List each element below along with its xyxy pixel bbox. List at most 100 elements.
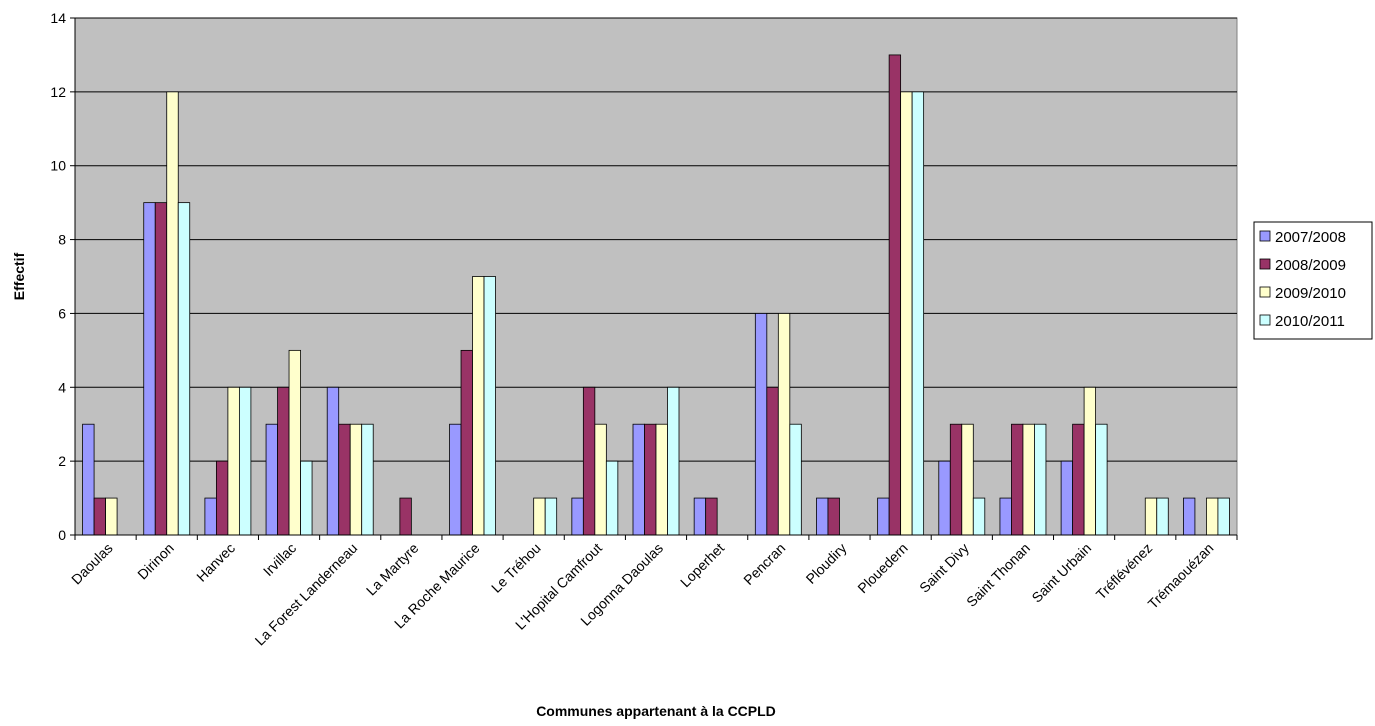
- bar-3: [349, 423, 363, 536]
- bar-4: [300, 460, 313, 536]
- bar-1: [1183, 497, 1196, 536]
- bar-4: [361, 423, 374, 536]
- x-axis-title: Communes appartenant à la CCPLD: [536, 703, 776, 719]
- y-tick-label: 4: [58, 379, 66, 395]
- legend-label: 2008/2009: [1275, 257, 1346, 274]
- bar-1: [143, 202, 156, 536]
- x-category-label: Saint Urbain: [1028, 540, 1094, 606]
- y-tick-label: 12: [50, 84, 66, 100]
- bar-2: [582, 386, 596, 536]
- legend-swatch: [1259, 286, 1271, 298]
- x-category-label: Saint Divy: [916, 540, 972, 596]
- bar-4: [667, 386, 680, 536]
- bar-4: [1156, 497, 1169, 536]
- y-tick-label: 14: [50, 10, 66, 26]
- bar-1: [204, 497, 217, 536]
- bar-2: [827, 497, 840, 536]
- x-category-label: Hanvec: [193, 540, 238, 585]
- bar-2: [644, 423, 657, 536]
- bar-4: [972, 497, 986, 536]
- bar-1: [632, 423, 645, 536]
- bar-3: [655, 423, 668, 536]
- x-category-label: Le Tréhou: [488, 540, 544, 596]
- bar-4: [789, 423, 802, 536]
- legend-swatch: [1259, 230, 1271, 242]
- legend-label: 2010/2011: [1275, 313, 1345, 330]
- bar-4: [483, 276, 496, 536]
- bar-1: [571, 497, 584, 536]
- axes: [70, 17, 1238, 540]
- bar-1: [265, 423, 278, 536]
- bar-4: [605, 460, 619, 536]
- bar-2: [215, 460, 229, 536]
- y-tick-label: 8: [58, 232, 66, 248]
- bar-2: [277, 386, 290, 536]
- legend-label: 2009/2010: [1275, 285, 1346, 302]
- bar-2: [1072, 423, 1085, 536]
- bar-4: [238, 386, 252, 536]
- bar-2: [1011, 423, 1024, 536]
- bar-4: [177, 202, 191, 536]
- x-category-label: Tréflévénez: [1093, 540, 1156, 603]
- y-tick-label: 2: [58, 453, 66, 469]
- x-category-label: La Forest Landerneau: [252, 540, 361, 649]
- bar-2: [93, 497, 106, 536]
- x-category-label: Irvillac: [260, 540, 299, 579]
- bar-3: [961, 423, 974, 536]
- x-category-label: Dirinon: [134, 540, 177, 583]
- bar-4: [1034, 423, 1047, 536]
- bar-3: [1206, 497, 1219, 536]
- bar-3: [533, 497, 546, 536]
- bar-3: [900, 91, 913, 536]
- y-tick-label: 0: [58, 527, 66, 543]
- x-category-label: Pencran: [740, 540, 788, 588]
- bar-4: [1217, 497, 1230, 536]
- bar-1: [326, 386, 340, 536]
- y-tick-labels: 0 2 4 6 8 10 12 14: [50, 10, 66, 543]
- bar-1: [877, 497, 890, 536]
- legend: 2007/2008 2008/2009 2009/2010 2010/2011: [1253, 221, 1373, 340]
- bar-1: [82, 423, 95, 536]
- bar-3: [288, 349, 301, 536]
- y-tick-label: 10: [50, 158, 66, 174]
- x-category-label: Saint Thonan: [963, 540, 1033, 610]
- bar-2: [888, 54, 902, 536]
- x-category-label: Daoulas: [68, 540, 116, 588]
- legend-swatch: [1259, 314, 1271, 326]
- x-category-label: Trémaouézan: [1145, 540, 1217, 612]
- legend-label: 2007/2008: [1275, 229, 1346, 246]
- legend-box: [1253, 221, 1373, 340]
- bar-1: [816, 497, 829, 536]
- bar-2: [766, 386, 779, 536]
- bar-3: [105, 497, 118, 536]
- y-axis-title: Effectif: [11, 252, 27, 300]
- bar-3: [594, 423, 607, 536]
- bar-4: [1095, 423, 1108, 536]
- bar-3: [1083, 386, 1097, 536]
- x-category-label: Ploudiry: [803, 540, 850, 587]
- bar-4: [544, 497, 558, 536]
- bar-4: [911, 91, 925, 536]
- bar-2: [154, 202, 168, 536]
- bar-2: [705, 497, 718, 536]
- bar-3: [166, 91, 179, 536]
- x-category-label: Loperhet: [677, 540, 727, 590]
- legend-swatch: [1259, 258, 1271, 270]
- bar-3: [1144, 497, 1158, 536]
- x-category-label: Plouedern: [854, 540, 910, 596]
- bar-1: [938, 460, 951, 536]
- bar-1: [693, 497, 707, 536]
- x-category-label: La Martyre: [363, 540, 422, 599]
- bar-1: [449, 423, 462, 536]
- bar-2: [460, 349, 473, 536]
- y-tick-label: 6: [58, 305, 66, 321]
- bar-2: [399, 497, 412, 536]
- bar-3: [1022, 423, 1035, 536]
- bar-1: [1060, 460, 1074, 536]
- bar-3: [777, 313, 791, 536]
- bar-3: [472, 276, 485, 536]
- bar-1: [754, 313, 768, 536]
